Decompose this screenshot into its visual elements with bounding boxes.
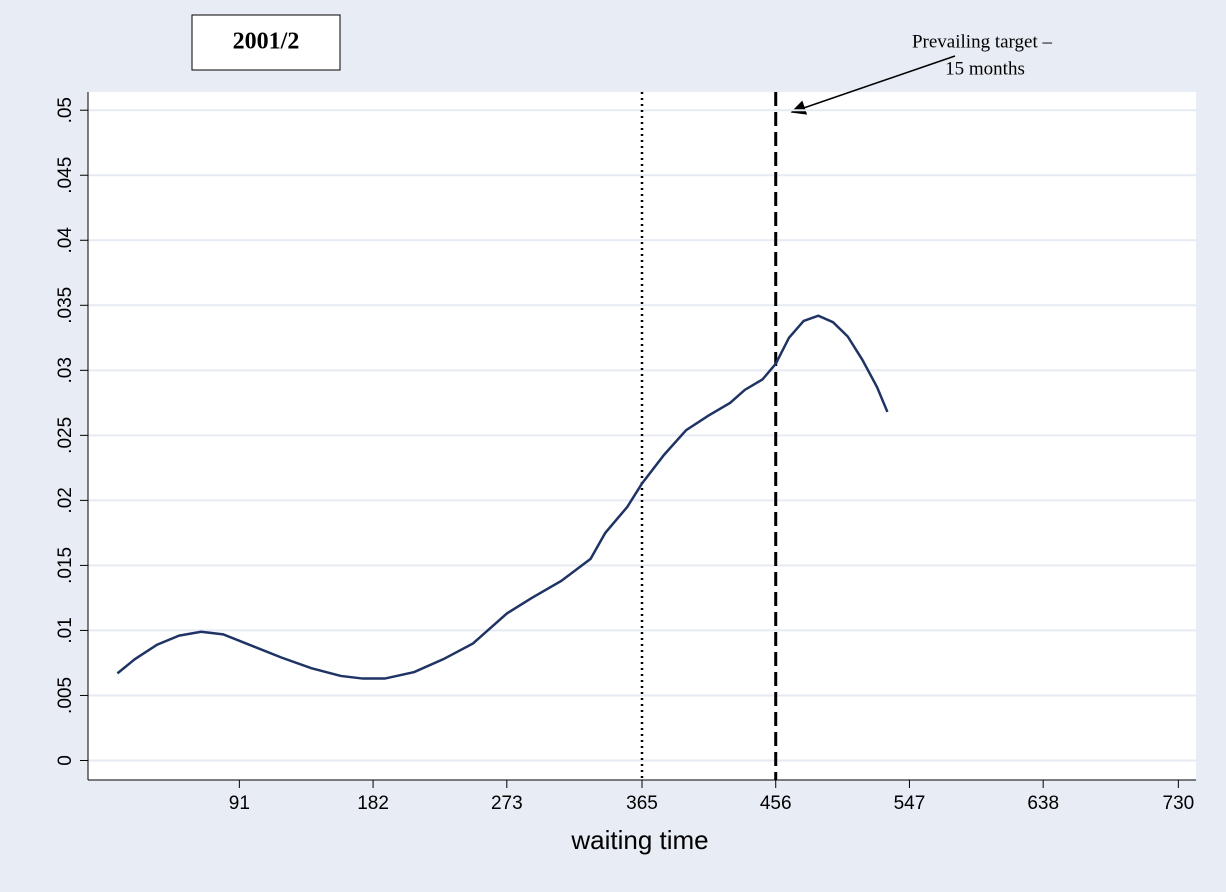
x-tick-label: 91 — [229, 793, 250, 814]
y-tick-label: .01 — [55, 617, 76, 643]
y-tick-label: 0 — [55, 755, 76, 766]
x-tick-label: 638 — [1027, 793, 1059, 814]
annotation: Prevailing target – — [912, 31, 1053, 52]
y-tick-label: .02 — [55, 487, 76, 513]
x-tick-label: 547 — [894, 793, 926, 814]
y-tick-label: .04 — [55, 227, 76, 254]
data-line — [116, 314, 889, 680]
x-tick-label: 365 — [626, 793, 658, 814]
x-tick-label: 182 — [357, 793, 389, 814]
y-tick-label: .005 — [55, 677, 76, 714]
y-tick-label: .03 — [55, 357, 76, 383]
annotation: 15 months — [945, 58, 1025, 79]
x-axis-label: waiting time — [570, 825, 708, 855]
y-tick-label: .025 — [55, 417, 76, 454]
x-tick-label: 730 — [1163, 793, 1195, 814]
x-tick-label: 273 — [491, 793, 523, 814]
y-tick-label: .015 — [55, 547, 76, 584]
y-tick-label: .035 — [55, 287, 76, 324]
title-box — [191, 14, 341, 71]
y-tick-label: .05 — [55, 97, 76, 123]
annotation-arrow — [790, 55, 956, 115]
chart-title: 2001/2 — [233, 29, 300, 55]
x-tick-label: 456 — [760, 793, 792, 814]
y-tick-label: .045 — [55, 157, 76, 194]
